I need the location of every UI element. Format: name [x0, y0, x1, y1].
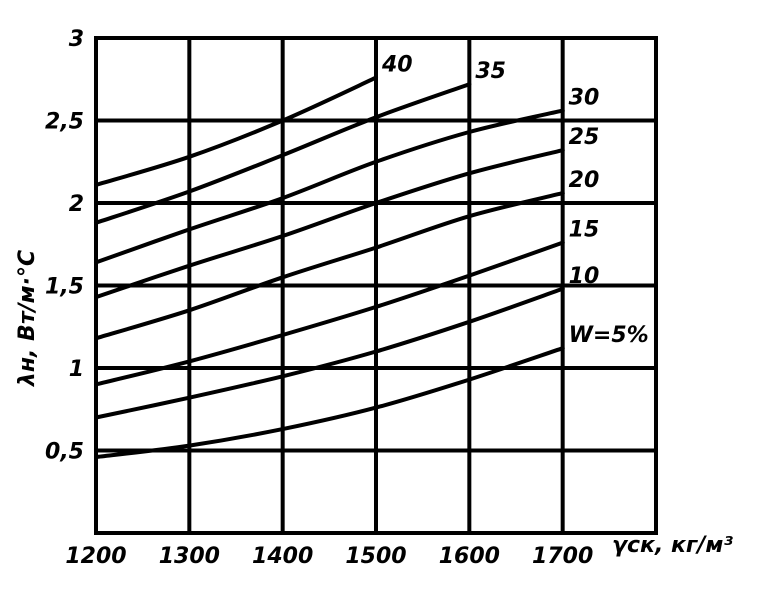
x-axis-label: γск, кг/м³	[612, 533, 733, 558]
curve-10	[94, 286, 565, 420]
y-tick-label-4: 2,5	[45, 110, 84, 135]
x-tick-label-1400: 1400	[252, 544, 313, 569]
y-tick-label-1: 1	[69, 357, 84, 382]
y-tick-label-0: 0,5	[45, 440, 84, 465]
series-label-0: W=5%	[569, 323, 649, 348]
y-tick-labels: 0,5 1 1,5 2 2,5 3	[45, 27, 84, 465]
series-label-1: 10	[569, 264, 600, 289]
curve-20	[94, 191, 565, 341]
series-label-7: 40	[381, 53, 413, 78]
x-tick-label-1200: 1200	[65, 544, 126, 569]
y-tick-label-5: 3	[69, 27, 84, 52]
curve-30	[94, 108, 565, 265]
series-label-4: 25	[569, 125, 600, 150]
curve-w5	[94, 346, 565, 460]
y-axis-label: λн, Вт/м·°С	[15, 250, 40, 387]
x-tick-label-1600: 1600	[439, 544, 500, 569]
x-tick-label-1700: 1700	[532, 544, 593, 569]
curve-35	[94, 82, 472, 225]
y-tick-label-3: 2	[69, 192, 84, 217]
series-label-6: 35	[475, 59, 506, 84]
series-labels: W=5% 10 15 20 25 30 35 40	[381, 53, 649, 349]
x-tick-label-1500: 1500	[345, 544, 406, 569]
series-label-3: 20	[569, 168, 600, 193]
curve-15	[94, 240, 565, 387]
series-label-5: 30	[569, 86, 600, 111]
series-label-2: 15	[569, 218, 600, 243]
curve-25	[94, 148, 565, 300]
curves	[94, 75, 565, 460]
curve-40	[94, 75, 378, 187]
x-tick-labels: 1200 1300 1400 1500 1600 1700	[65, 544, 593, 569]
x-tick-label-1300: 1300	[159, 544, 220, 569]
y-tick-label-2: 1,5	[45, 275, 84, 300]
